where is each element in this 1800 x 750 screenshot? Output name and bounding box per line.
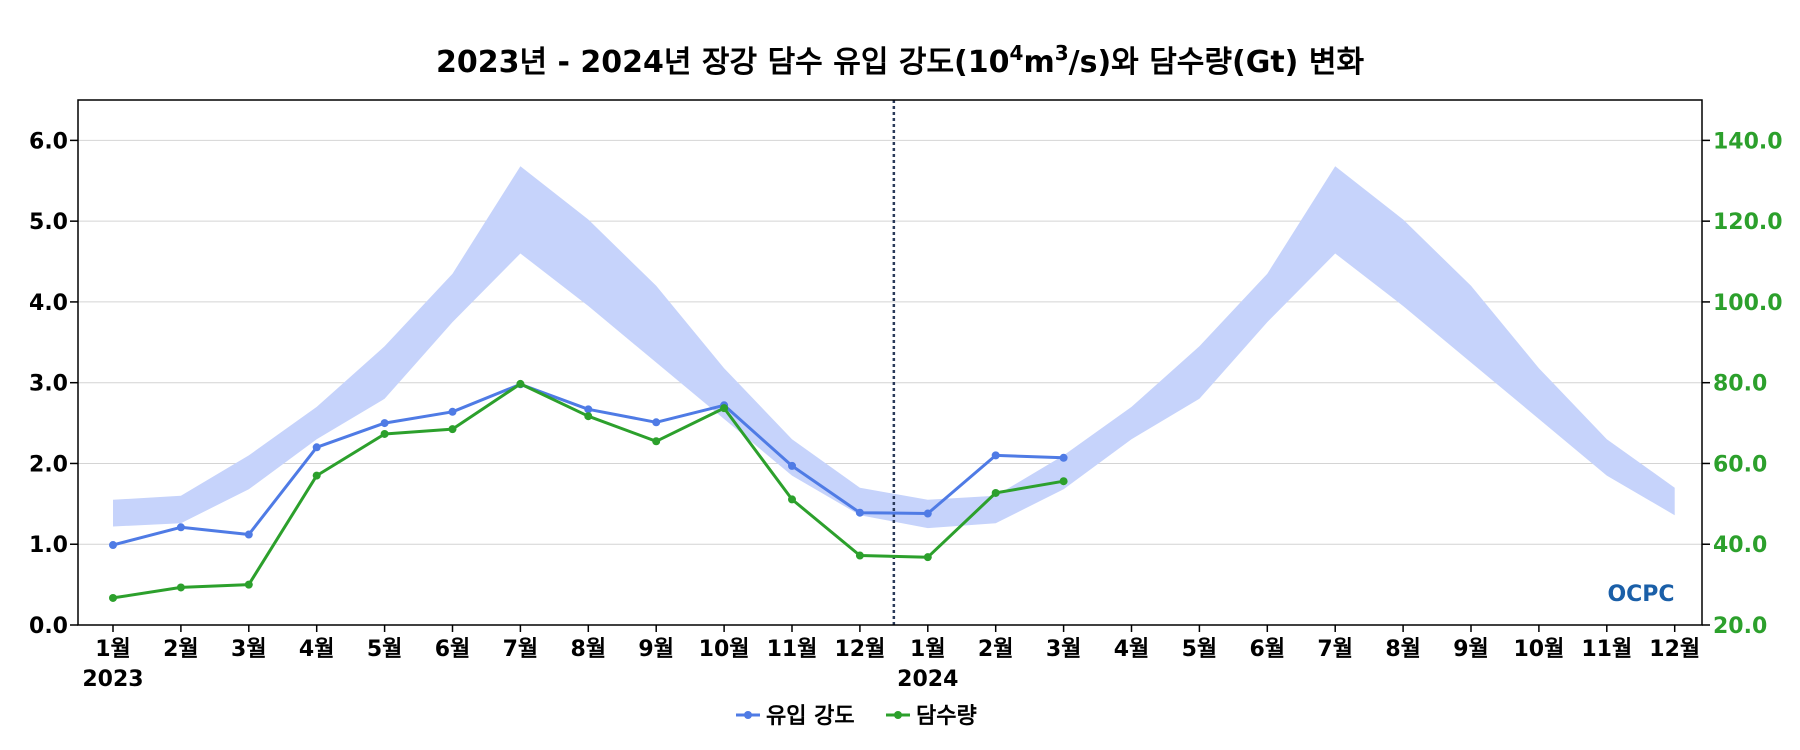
series-layer: [109, 379, 1068, 602]
title-superscript-4: 4: [1010, 41, 1024, 65]
right-tick-label: 140.0: [1713, 129, 1783, 154]
left-tick-label: 6.0: [29, 129, 68, 154]
legend-label-1: 유입 강도: [766, 704, 855, 729]
x-tick-label: 11월: [1581, 637, 1632, 662]
x-tick-label: 5월: [1182, 637, 1218, 662]
series-1-point: [244, 530, 253, 539]
x-tick-label: 8월: [571, 637, 607, 662]
legend-label-2: 담수량: [916, 704, 977, 729]
axis-ticks: 0.0 1.0 2.0 3.0 4.0 5.0 6.0 20.0 40.0 60.0 80.0 100…: [29, 129, 1783, 692]
series-1-point: [109, 541, 117, 550]
legend: 유입 강도 담수량: [736, 704, 977, 729]
x-tick-label: 6월: [435, 637, 471, 662]
series-1-point: [923, 509, 932, 518]
plot-frame: [77, 99, 1703, 626]
series-2-point: [923, 553, 932, 562]
x-tick-label: 1월: [910, 637, 946, 662]
x-tick-label: 7월: [503, 637, 539, 662]
right-tick-label: 120.0: [1713, 210, 1783, 235]
series-1-point: [1059, 453, 1068, 462]
series-2-point: [584, 412, 593, 421]
x-tick-label: 7월: [1317, 637, 1353, 662]
right-tick-label: 20.0: [1713, 614, 1767, 639]
left-tick-label: 1.0: [29, 533, 68, 558]
ocpc-logo-text: OCPC: [1607, 582, 1674, 607]
climatology-band: [113, 166, 1675, 529]
x-tick-label: 3월: [1046, 637, 1082, 662]
title-part-post: /s)와 담수량(Gt) 변화: [1069, 45, 1365, 80]
series-2-point: [991, 488, 1000, 497]
series-1-point: [991, 451, 1000, 460]
series-2-point: [448, 425, 457, 434]
right-tick-label: 100.0: [1713, 291, 1783, 316]
right-tick-label: 80.0: [1713, 372, 1767, 397]
series-2-point: [109, 593, 117, 602]
title-part-unit-m: m: [1023, 45, 1054, 80]
x-tick-label: 4월: [299, 637, 335, 662]
left-tick-label: 5.0: [29, 210, 68, 235]
series-1-point: [855, 508, 864, 517]
series-2-point: [516, 379, 525, 388]
left-tick-label: 3.0: [29, 372, 68, 397]
left-tick-label: 0.0: [29, 614, 68, 639]
series-2-point: [720, 404, 729, 413]
series-1-point: [788, 461, 796, 470]
x-tick-label: 4월: [1114, 637, 1150, 662]
series-1-point: [652, 418, 661, 427]
x-tick-label: 6월: [1250, 637, 1286, 662]
x-tick-label: 5월: [367, 637, 403, 662]
series-1-point: [312, 443, 321, 452]
series-2-point: [380, 429, 389, 438]
chart-title: 2023년 - 2024년 장강 담수 유입 강도(104m3/s)와 담수량(…: [436, 41, 1364, 80]
x-tick-label: 12월: [1649, 637, 1700, 662]
right-tick-label: 40.0: [1713, 533, 1767, 558]
x-tick-label: 9월: [1453, 637, 1489, 662]
series-2-point: [312, 471, 321, 480]
title-superscript-3: 3: [1055, 41, 1069, 65]
series-2-point: [788, 495, 796, 504]
year-label: 2024: [897, 667, 958, 692]
series-1-point: [584, 405, 593, 414]
title-part-pre: 2023년 - 2024년 장강 담수 유입 강도(10: [436, 45, 1010, 80]
series-1-point: [380, 419, 389, 428]
x-tick-label: 2월: [978, 637, 1014, 662]
year-label: 2023: [82, 667, 143, 692]
series-2-point: [652, 437, 661, 446]
x-tick-label: 9월: [638, 637, 674, 662]
legend-marker-2: [894, 711, 902, 719]
series-2-point: [176, 583, 185, 592]
right-tick-label: 60.0: [1713, 452, 1767, 477]
legend-marker-1: [744, 711, 752, 719]
series-1-point: [176, 523, 185, 532]
x-tick-label: 10월: [1513, 637, 1564, 662]
series-2-point: [1059, 477, 1068, 486]
x-tick-label: 11월: [767, 637, 818, 662]
x-tick-label: 8월: [1385, 637, 1421, 662]
ocpc-logo: OCPC: [1607, 582, 1674, 607]
left-tick-label: 2.0: [29, 452, 68, 477]
x-tick-label: 12월: [834, 637, 885, 662]
x-tick-label: 2월: [163, 637, 199, 662]
series-2-point: [855, 551, 864, 560]
series-2-point: [244, 580, 253, 589]
x-tick-label: 10월: [699, 637, 750, 662]
series-1-point: [448, 407, 457, 416]
x-tick-label: 3월: [231, 637, 267, 662]
x-tick-label: 1월: [95, 637, 131, 662]
left-tick-label: 4.0: [29, 291, 68, 316]
